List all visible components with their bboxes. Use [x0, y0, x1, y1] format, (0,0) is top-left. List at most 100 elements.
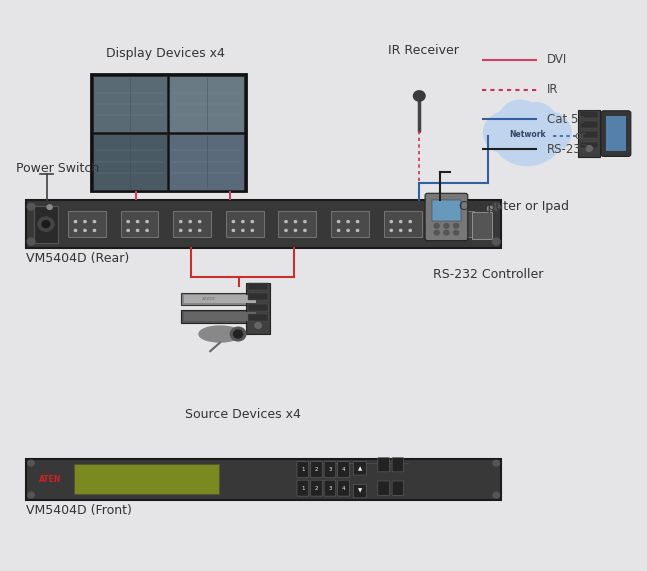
Circle shape [493, 492, 499, 498]
FancyBboxPatch shape [580, 142, 598, 148]
FancyBboxPatch shape [311, 480, 322, 496]
Circle shape [232, 230, 235, 231]
Circle shape [390, 230, 393, 231]
Circle shape [347, 230, 349, 231]
Circle shape [518, 103, 554, 135]
FancyBboxPatch shape [384, 211, 422, 237]
FancyBboxPatch shape [248, 314, 268, 321]
Text: 3: 3 [328, 467, 332, 472]
FancyBboxPatch shape [472, 212, 492, 239]
FancyBboxPatch shape [297, 480, 309, 496]
Circle shape [199, 220, 201, 223]
Bar [93, 134, 167, 190]
Circle shape [586, 146, 592, 151]
FancyBboxPatch shape [173, 211, 211, 237]
Text: Display Devices x4: Display Devices x4 [105, 47, 225, 60]
Text: ZZZZZ: ZZZZZ [201, 297, 215, 301]
Text: 4: 4 [342, 467, 345, 472]
Circle shape [242, 230, 244, 231]
Text: 2: 2 [314, 485, 318, 490]
Circle shape [232, 220, 235, 223]
Circle shape [338, 220, 340, 223]
Circle shape [294, 230, 296, 231]
Circle shape [189, 230, 192, 231]
Text: Source Devices x4: Source Devices x4 [184, 408, 301, 421]
Text: 1: 1 [301, 485, 305, 490]
FancyBboxPatch shape [606, 116, 626, 151]
FancyBboxPatch shape [580, 131, 598, 138]
FancyBboxPatch shape [378, 457, 389, 472]
Circle shape [285, 230, 287, 231]
FancyBboxPatch shape [226, 211, 264, 237]
Circle shape [189, 220, 192, 223]
Circle shape [492, 238, 500, 245]
Circle shape [27, 203, 35, 210]
Circle shape [434, 223, 439, 228]
Text: VM5404D (Rear): VM5404D (Rear) [26, 252, 129, 266]
Circle shape [74, 220, 77, 223]
Circle shape [304, 220, 306, 223]
FancyBboxPatch shape [26, 459, 501, 500]
Circle shape [251, 220, 254, 223]
Circle shape [137, 230, 138, 231]
Circle shape [390, 220, 393, 223]
Circle shape [499, 100, 541, 136]
Text: or: or [574, 131, 586, 141]
FancyBboxPatch shape [324, 480, 336, 496]
Text: DVI: DVI [547, 54, 567, 66]
FancyBboxPatch shape [297, 461, 309, 477]
FancyBboxPatch shape [91, 74, 246, 191]
FancyBboxPatch shape [68, 211, 106, 237]
FancyBboxPatch shape [311, 461, 322, 477]
Circle shape [409, 230, 411, 231]
FancyBboxPatch shape [120, 211, 159, 237]
Circle shape [146, 230, 148, 231]
Circle shape [454, 223, 459, 228]
FancyBboxPatch shape [331, 211, 369, 237]
Circle shape [127, 230, 129, 231]
Circle shape [93, 220, 96, 223]
Circle shape [180, 230, 182, 231]
Text: Cat 5e: Cat 5e [547, 113, 586, 126]
Text: 2: 2 [314, 467, 318, 472]
FancyBboxPatch shape [425, 193, 468, 241]
Circle shape [74, 230, 77, 231]
Circle shape [251, 230, 254, 231]
FancyBboxPatch shape [324, 461, 336, 477]
Circle shape [400, 230, 402, 231]
Circle shape [347, 220, 349, 223]
Ellipse shape [496, 128, 559, 150]
Circle shape [452, 230, 454, 231]
FancyBboxPatch shape [353, 461, 366, 475]
FancyBboxPatch shape [246, 283, 270, 334]
FancyBboxPatch shape [392, 457, 404, 472]
Circle shape [462, 230, 464, 231]
Circle shape [356, 230, 358, 231]
FancyBboxPatch shape [26, 200, 501, 248]
Circle shape [84, 220, 86, 223]
Circle shape [454, 230, 459, 235]
FancyBboxPatch shape [74, 464, 219, 494]
Circle shape [413, 91, 425, 101]
Circle shape [127, 220, 129, 223]
Text: 3: 3 [328, 485, 332, 490]
Circle shape [93, 230, 96, 231]
Circle shape [400, 220, 402, 223]
Circle shape [483, 111, 532, 154]
Circle shape [27, 238, 35, 245]
Circle shape [47, 205, 52, 210]
Circle shape [230, 327, 246, 341]
Circle shape [356, 220, 358, 223]
Text: Computer or Ipad: Computer or Ipad [459, 200, 569, 213]
Circle shape [492, 103, 563, 166]
Circle shape [38, 217, 54, 232]
Circle shape [492, 203, 500, 210]
Circle shape [199, 230, 201, 231]
FancyBboxPatch shape [338, 461, 349, 477]
Circle shape [523, 111, 571, 154]
Text: IR: IR [547, 83, 558, 96]
Text: Network: Network [509, 130, 545, 139]
FancyBboxPatch shape [578, 110, 600, 157]
Bar [170, 134, 244, 190]
FancyBboxPatch shape [338, 480, 349, 496]
